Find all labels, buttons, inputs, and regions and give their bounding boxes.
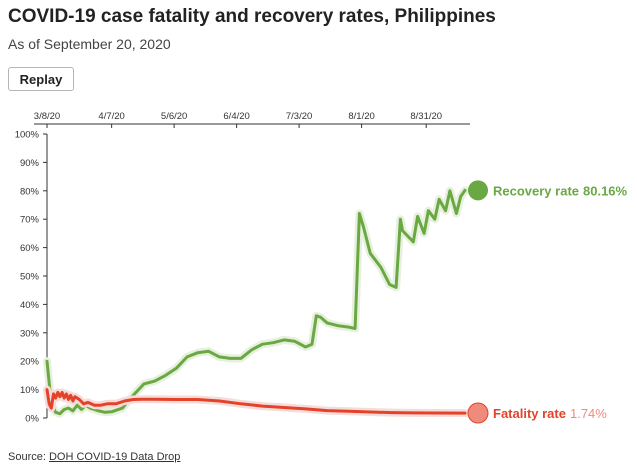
y-tick-label: 70% [20,215,40,226]
y-tick-label: 80% [20,186,40,197]
source-note: Source: DOH COVID-19 Data Drop [8,451,180,463]
x-tick-label: 4/7/20 [98,111,124,122]
y-axis: 0% 10% 20% 30% 40% 50% 60% 70% 80% 90% 100% [15,130,48,425]
x-tick-label: 6/4/20 [223,111,249,122]
source-link[interactable]: DOH COVID-19 Data Drop [48,451,181,463]
y-tick-label: 50% [20,272,40,283]
series-layer [43,180,489,424]
y-tick-label: 10% [20,385,40,396]
line-chart: 3/8/20 4/7/20 5/6/20 6/4/20 7/3/20 8/1/20 8/31… [15,111,628,425]
y-tick-label: 40% [20,300,40,311]
series-labels: Recovery rate 80.16% Fatality rate 1.74% [493,183,628,421]
y-tick-label: 60% [20,243,40,254]
x-axis: 3/8/20 4/7/20 5/6/20 6/4/20 7/3/20 8/1/20 8/31… [34,111,470,128]
y-tick-label: 100% [15,130,40,141]
y-tick-label: 0% [25,414,39,425]
fatality-rate-name: Fatality rate [493,406,566,421]
x-tick-label: 5/6/20 [161,111,187,122]
x-tick-label: 8/31/20 [410,111,442,122]
x-tick-label: 7/3/20 [286,111,312,122]
y-tick-label: 30% [20,328,40,339]
recovery-rate-name: Recovery rate [493,183,579,198]
x-tick-label: 3/8/20 [34,111,60,122]
x-tick-label: 8/1/20 [348,111,374,122]
recovery-rate-line [45,188,467,416]
recovery-rate-end-marker [468,180,488,201]
replay-button[interactable]: Replay [8,67,74,91]
chart-subtitle: As of September 20, 2020 [8,36,171,52]
fatality-rate-end-marker [467,402,489,424]
fatality-rate-line [45,388,467,415]
chart-title: COVID-19 case fatality and recovery rate… [8,6,496,27]
fatality-rate-label: Fatality rate 1.74% [493,406,607,421]
y-tick-label: 90% [20,158,40,169]
fatality-rate-value: 1.74% [570,406,607,421]
recovery-rate-label: Recovery rate 80.16% [493,183,628,198]
recovery-rate-value: 80.16% [583,183,628,198]
y-tick-label: 20% [20,357,40,368]
source-prefix: Source: [8,451,46,463]
